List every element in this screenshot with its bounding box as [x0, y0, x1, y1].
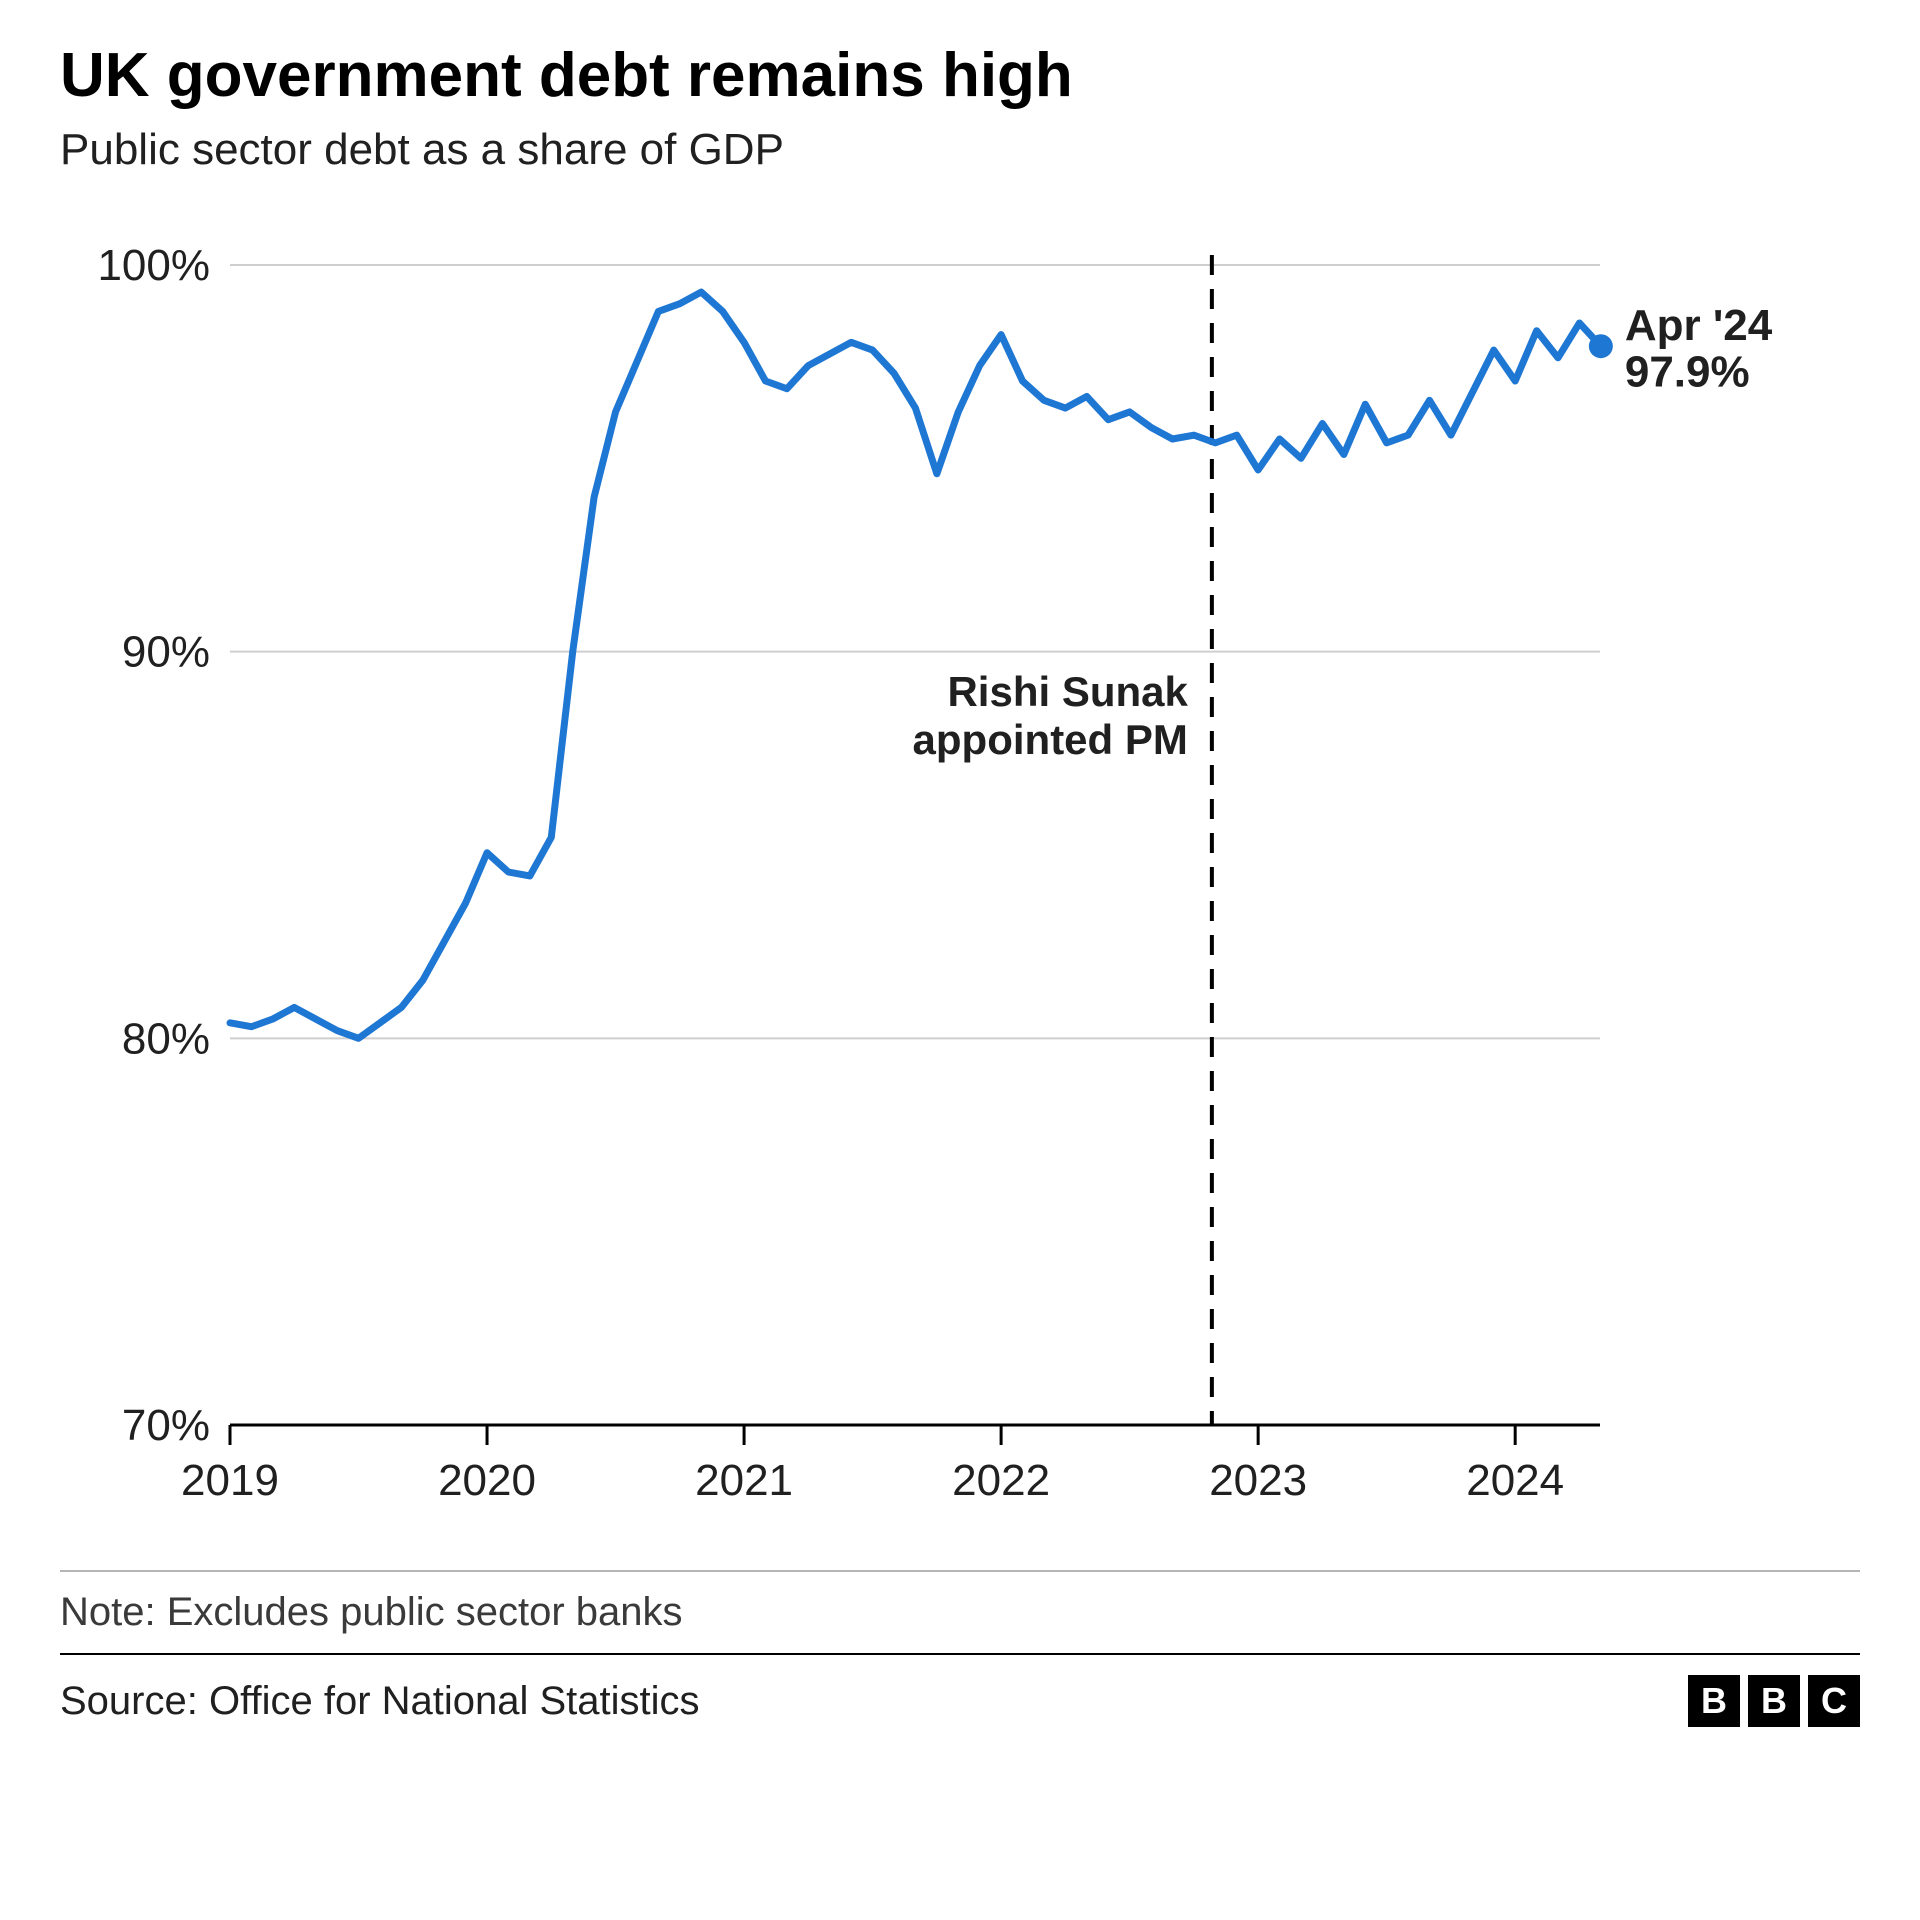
- x-tick-label: 2020: [438, 1456, 536, 1505]
- x-tick-label: 2019: [181, 1456, 279, 1505]
- bbc-logo-box: C: [1808, 1675, 1860, 1727]
- line-chart-svg: 70% 80% 90% 100% 2019 2020 2021 2022 2023 2024 Ris…: [60, 225, 1860, 1545]
- annotation-text: appointed PM: [913, 716, 1188, 763]
- end-point-label: Apr '24: [1625, 301, 1773, 350]
- chart-source-row: Source: Office for National Statistics B…: [60, 1653, 1860, 1727]
- x-tick-label: 2024: [1466, 1456, 1564, 1505]
- chart-card: UK government debt remains high Public s…: [0, 0, 1920, 1920]
- chart-note: Note: Excludes public sector banks: [60, 1570, 1860, 1635]
- x-tick-label: 2022: [952, 1456, 1050, 1505]
- y-tick-label: 80%: [122, 1014, 210, 1063]
- chart-title: UK government debt remains high: [60, 40, 1860, 111]
- bbc-logo-box: B: [1748, 1675, 1800, 1727]
- chart-area: 70% 80% 90% 100% 2019 2020 2021 2022 2023 2024 Ris…: [60, 225, 1860, 1550]
- end-point-label: 97.9%: [1625, 347, 1750, 396]
- debt-series-line: [230, 292, 1601, 1038]
- y-tick-label: 90%: [122, 628, 210, 677]
- y-tick-label: 100%: [97, 241, 210, 290]
- x-tick-label: 2021: [695, 1456, 793, 1505]
- end-point-marker: [1589, 334, 1613, 358]
- chart-source: Source: Office for National Statistics: [60, 1679, 700, 1724]
- x-tick-label: 2023: [1209, 1456, 1307, 1505]
- bbc-logo-box: B: [1688, 1675, 1740, 1727]
- annotation-text: Rishi Sunak: [947, 668, 1188, 715]
- y-tick-label: 70%: [122, 1401, 210, 1450]
- chart-subtitle: Public sector debt as a share of GDP: [60, 125, 1860, 175]
- bbc-logo: BBC: [1688, 1675, 1860, 1727]
